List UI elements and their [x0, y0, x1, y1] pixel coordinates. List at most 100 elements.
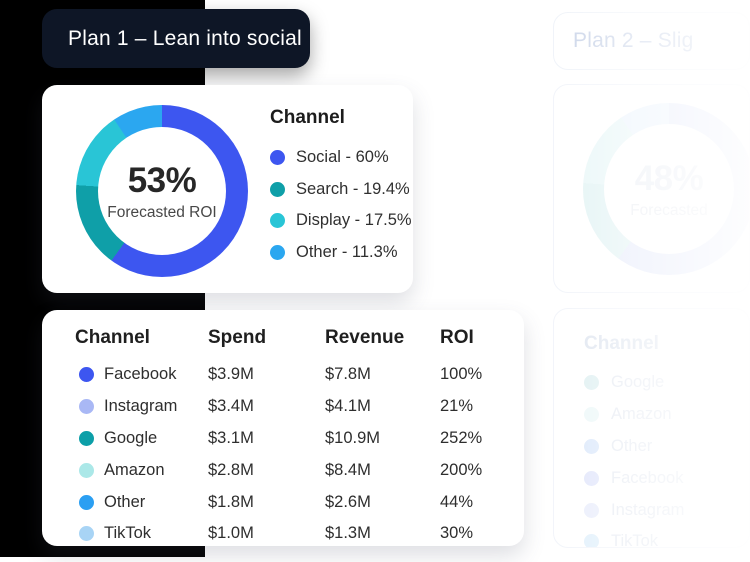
revenue-value: $2.6M [325, 492, 371, 511]
spend-value: $3.1M [208, 428, 254, 447]
spend-value: $3.9M [208, 365, 254, 384]
plan2-table-card: Channel Google Amazon Other Facebook Instagr… [553, 308, 750, 548]
channel-dot [79, 367, 94, 383]
table-row-amazon: Amazon $2.8M $8.4M 200% [75, 454, 524, 486]
table-row-other: Other $1.8M $2.6M 44% [75, 486, 524, 518]
plan2-channel-name: Google [611, 373, 665, 392]
roi-value: 44% [440, 492, 474, 511]
plan2-table-row-tiktok: TikTok [584, 526, 749, 548]
roi-donut-chart: 53% Forecasted ROI [76, 105, 248, 277]
plan2-table-header-channel: Channel [584, 333, 659, 354]
roi-value: 30% [440, 524, 474, 543]
plan2-channel-dot [584, 502, 599, 518]
legend-item-other: Other - 11.3% [270, 237, 412, 269]
header-roi: ROI [440, 327, 474, 348]
channel-cell: Amazon [75, 461, 208, 480]
channel-name: Facebook [104, 365, 177, 384]
header-spend: Spend [208, 327, 267, 348]
spend-value: $1.8M [208, 492, 254, 511]
revenue-value: $1.3M [325, 524, 371, 543]
plan1-chart-card: 53% Forecasted ROI Channel Social - 60% S… [42, 85, 413, 293]
channel-cell: Facebook [75, 365, 208, 384]
plan2-title: Plan 2 – Slig [573, 29, 694, 52]
channel-dot [79, 462, 94, 478]
channel-name: TikTok [104, 524, 152, 543]
plan2-forecasted-roi-label: Forecasted [630, 201, 708, 219]
legend-label: Other - 11.3% [296, 242, 398, 261]
header-channel: Channel [75, 327, 150, 348]
channel-name: Google [104, 428, 158, 447]
plan2-table-body: Google Amazon Other Facebook Instagram TikTok [584, 367, 749, 548]
table-row-facebook: Facebook $3.9M $7.8M 100% [75, 359, 524, 391]
plan1-table-card: Channel Spend Revenue ROI Facebook $3.9M $… [42, 310, 524, 546]
plan2-donut-center: 48% Forecasted [604, 124, 734, 254]
channel-cell: TikTok [75, 524, 208, 543]
revenue-value: $4.1M [325, 397, 371, 416]
channel-name: Instagram [104, 397, 178, 416]
legend-dot [270, 150, 285, 166]
plan2-channel-name: Amazon [611, 405, 672, 424]
channel-legend: Channel Social - 60% Search - 19.4% Displa… [270, 107, 412, 268]
roi-value: 21% [440, 397, 474, 416]
plan2-channel-dot [584, 407, 599, 423]
channel-dot [79, 526, 94, 542]
plan2-channel-dot [584, 438, 599, 454]
channel-cell: Other [75, 493, 208, 512]
channel-name: Other [104, 492, 146, 511]
revenue-value: $10.9M [325, 428, 381, 447]
legend-dot [270, 213, 285, 229]
plan2-channel-name: Instagram [611, 500, 685, 519]
plan2-table-row-amazon: Amazon [584, 399, 749, 431]
table-row-tiktok: TikTok $1.0M $1.3M 30% [75, 518, 524, 550]
legend-dot [270, 181, 285, 197]
table-body: Facebook $3.9M $7.8M 100% Instagram $3.4M $4.1… [75, 359, 524, 550]
donut-center: 53% Forecasted ROI [98, 127, 226, 255]
revenue-value: $8.4M [325, 460, 371, 479]
plan2-roi-donut-chart: 48% Forecasted [583, 103, 749, 275]
channel-cell: Instagram [75, 397, 208, 416]
table-row-google: Google $3.1M $10.9M 252% [75, 423, 524, 455]
channel-dot [79, 399, 94, 415]
legend-item-search: Search - 19.4% [270, 174, 412, 206]
roi-value: 252% [440, 428, 483, 447]
forecasted-roi-value: 53% [127, 160, 197, 200]
plan1-title: Plan 1 – Lean into social [68, 26, 302, 50]
legend-item-social: Social - 60% [270, 142, 412, 174]
legend-label: Search - 19.4% [296, 179, 410, 198]
roi-value: 200% [440, 460, 483, 479]
roi-value: 100% [440, 365, 483, 384]
plan2-forecasted-roi-value: 48% [634, 158, 704, 198]
legend-label: Social - 60% [296, 148, 389, 167]
plan2-channel-name: TikTok [611, 532, 659, 548]
table-header-row: Channel Spend Revenue ROI [75, 323, 524, 353]
spend-value: $2.8M [208, 460, 254, 479]
channel-dot [79, 494, 94, 510]
legend-dot [270, 244, 285, 260]
plan2-channel-name: Facebook [611, 468, 684, 487]
spend-value: $3.4M [208, 397, 254, 416]
plan2-table-row-google: Google [584, 367, 749, 399]
plan2-channel-dot [584, 534, 599, 547]
legend-item-display: Display - 17.5% [270, 205, 412, 237]
plan2-channel-dot [584, 470, 599, 486]
legend-items: Social - 60% Search - 19.4% Display - 17.5… [270, 142, 412, 268]
header-revenue: Revenue [325, 327, 405, 348]
channel-name: Amazon [104, 460, 165, 479]
plan2-channel-dot [584, 375, 599, 391]
revenue-value: $7.8M [325, 365, 371, 384]
plan2-chart-card: 48% Forecasted [553, 84, 750, 293]
spend-value: $1.0M [208, 524, 254, 543]
table-row-instagram: Instagram $3.4M $4.1M 21% [75, 391, 524, 423]
plan2-table-row-instagram: Instagram [584, 494, 749, 526]
plan2-channel-name: Other [611, 436, 653, 455]
channel-dot [79, 430, 94, 446]
plan2-title-pill[interactable]: Plan 2 – Slig [553, 12, 750, 70]
legend-title: Channel [270, 107, 345, 128]
legend-label: Display - 17.5% [296, 211, 412, 230]
plan2-table-row-other: Other [584, 431, 749, 463]
plan1-title-pill[interactable]: Plan 1 – Lean into social [42, 9, 310, 68]
channel-cell: Google [75, 429, 208, 448]
plan2-table-row-facebook: Facebook [584, 462, 749, 494]
forecasted-roi-label: Forecasted ROI [107, 203, 217, 221]
